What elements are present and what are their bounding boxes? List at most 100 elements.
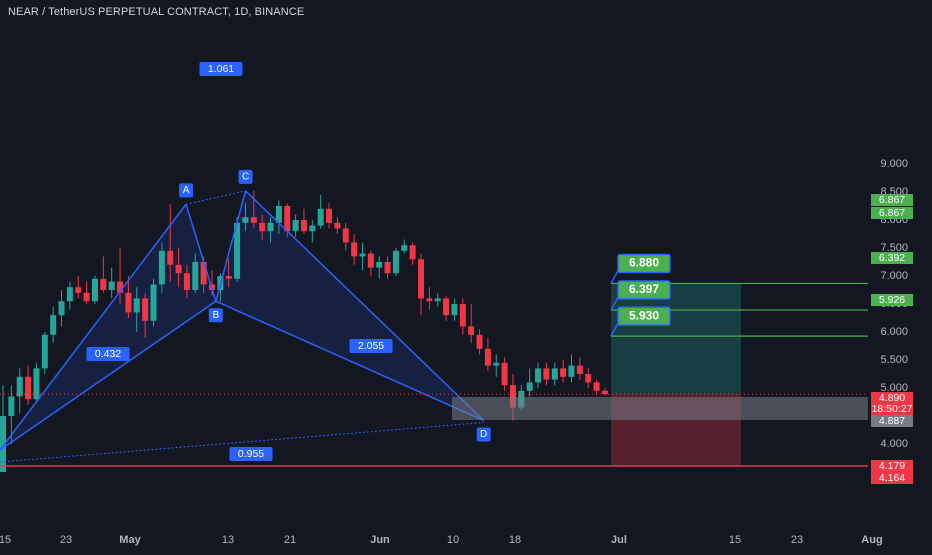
stop-badge-1: 4.179	[871, 460, 913, 472]
candle	[476, 329, 483, 355]
candle-body	[175, 264, 182, 274]
target-2-badge: 6.392	[871, 252, 913, 264]
candle-body	[484, 348, 491, 366]
candle-body	[108, 281, 115, 290]
candle	[367, 250, 374, 276]
candle	[133, 287, 140, 332]
price-tick-label: 4.000	[880, 438, 908, 450]
target-2-badge-bg	[871, 252, 913, 264]
candle-body	[392, 250, 399, 274]
candle	[342, 222, 349, 251]
target-label-bg	[617, 306, 671, 326]
ratio-label-bg	[349, 339, 393, 353]
candle	[91, 276, 98, 304]
target-1-badge-text: 6.867	[879, 207, 905, 219]
stop-badge-1-bg	[871, 460, 913, 472]
candle-body	[150, 284, 157, 321]
candle-body	[125, 292, 132, 313]
time-tick-label: Jun	[370, 534, 390, 546]
time-tick-label: May	[119, 534, 141, 546]
target-3-badge-bg	[871, 294, 913, 306]
candle-body	[100, 278, 107, 290]
point-label-bg	[476, 427, 491, 442]
candle	[434, 292, 441, 307]
point-label-bg	[238, 169, 253, 184]
time-tick-label: 15	[729, 534, 741, 546]
candle	[451, 298, 458, 321]
ratio-label: 2.055	[349, 339, 393, 353]
candle-body	[342, 228, 349, 243]
candle-body	[8, 396, 15, 416]
point-label-bg	[208, 308, 223, 323]
candle-body	[16, 376, 23, 397]
price-axis: 9.0008.5008.0007.5007.0006.5006.0005.500…	[868, 0, 932, 530]
profit-zone	[611, 283, 741, 395]
candle-body	[133, 298, 140, 313]
entry-badge-bg	[871, 415, 913, 427]
candle-body	[142, 298, 149, 321]
candle-body	[234, 222, 241, 279]
ratio-label-bg	[199, 62, 243, 76]
candle-body	[259, 222, 266, 232]
time-tick-label: 21	[284, 534, 296, 546]
candle-body	[509, 385, 516, 408]
target-label-bg	[617, 253, 671, 274]
candle-body	[434, 298, 441, 302]
candle-body	[0, 416, 6, 472]
candle-body	[601, 390, 608, 395]
point-label-c: C	[238, 169, 253, 184]
candle	[108, 267, 115, 299]
candle-body	[50, 315, 57, 335]
candle-body	[526, 382, 533, 391]
candle	[250, 190, 257, 229]
candle	[41, 332, 48, 374]
point-label-bg	[179, 183, 194, 198]
pattern-triangle-bcd	[215, 190, 484, 421]
candle	[543, 362, 550, 386]
point-label-text: B	[212, 310, 219, 321]
candle-body	[200, 262, 207, 285]
stop-badge-2: 4.164	[871, 472, 913, 484]
ratio-label-text: 0.955	[238, 448, 264, 460]
candle	[568, 354, 575, 383]
point-label-d: D	[476, 427, 491, 442]
candle	[392, 248, 399, 276]
candle	[292, 214, 299, 237]
candle	[317, 194, 324, 229]
point-label-text: C	[242, 172, 249, 183]
candle	[326, 203, 333, 229]
candle-body	[83, 292, 90, 302]
candle	[142, 292, 149, 338]
stop-badge-2-bg	[871, 472, 913, 484]
candles	[0, 190, 608, 472]
candle-body	[158, 250, 165, 285]
candle-body	[543, 368, 550, 380]
time-tick-label: Aug	[861, 534, 882, 546]
target-label-text: 5.930	[629, 308, 659, 322]
price-tick-label: 5.500	[880, 354, 908, 366]
candle	[225, 259, 232, 288]
candle-body	[560, 368, 567, 377]
candle-body	[242, 217, 249, 223]
target-label-text: 6.397	[629, 282, 659, 296]
target-top-badge-text: 6.867	[879, 194, 905, 206]
candle	[117, 248, 124, 304]
price-tick-label: 6.000	[880, 326, 908, 338]
candle-body	[267, 222, 274, 232]
candle-body	[33, 368, 40, 400]
candle	[167, 204, 174, 282]
target-label-text: 6.880	[629, 256, 659, 270]
candle-body	[41, 334, 48, 369]
target-top-badge-bg	[871, 194, 913, 206]
candle-body	[535, 368, 542, 383]
candle	[66, 281, 73, 310]
candle-body	[593, 382, 600, 391]
time-tick-label: 15	[0, 534, 11, 546]
entry-box	[452, 397, 868, 420]
ratio-line-ac	[185, 190, 246, 205]
candle	[351, 234, 358, 265]
time-tick-label: 13	[222, 534, 234, 546]
